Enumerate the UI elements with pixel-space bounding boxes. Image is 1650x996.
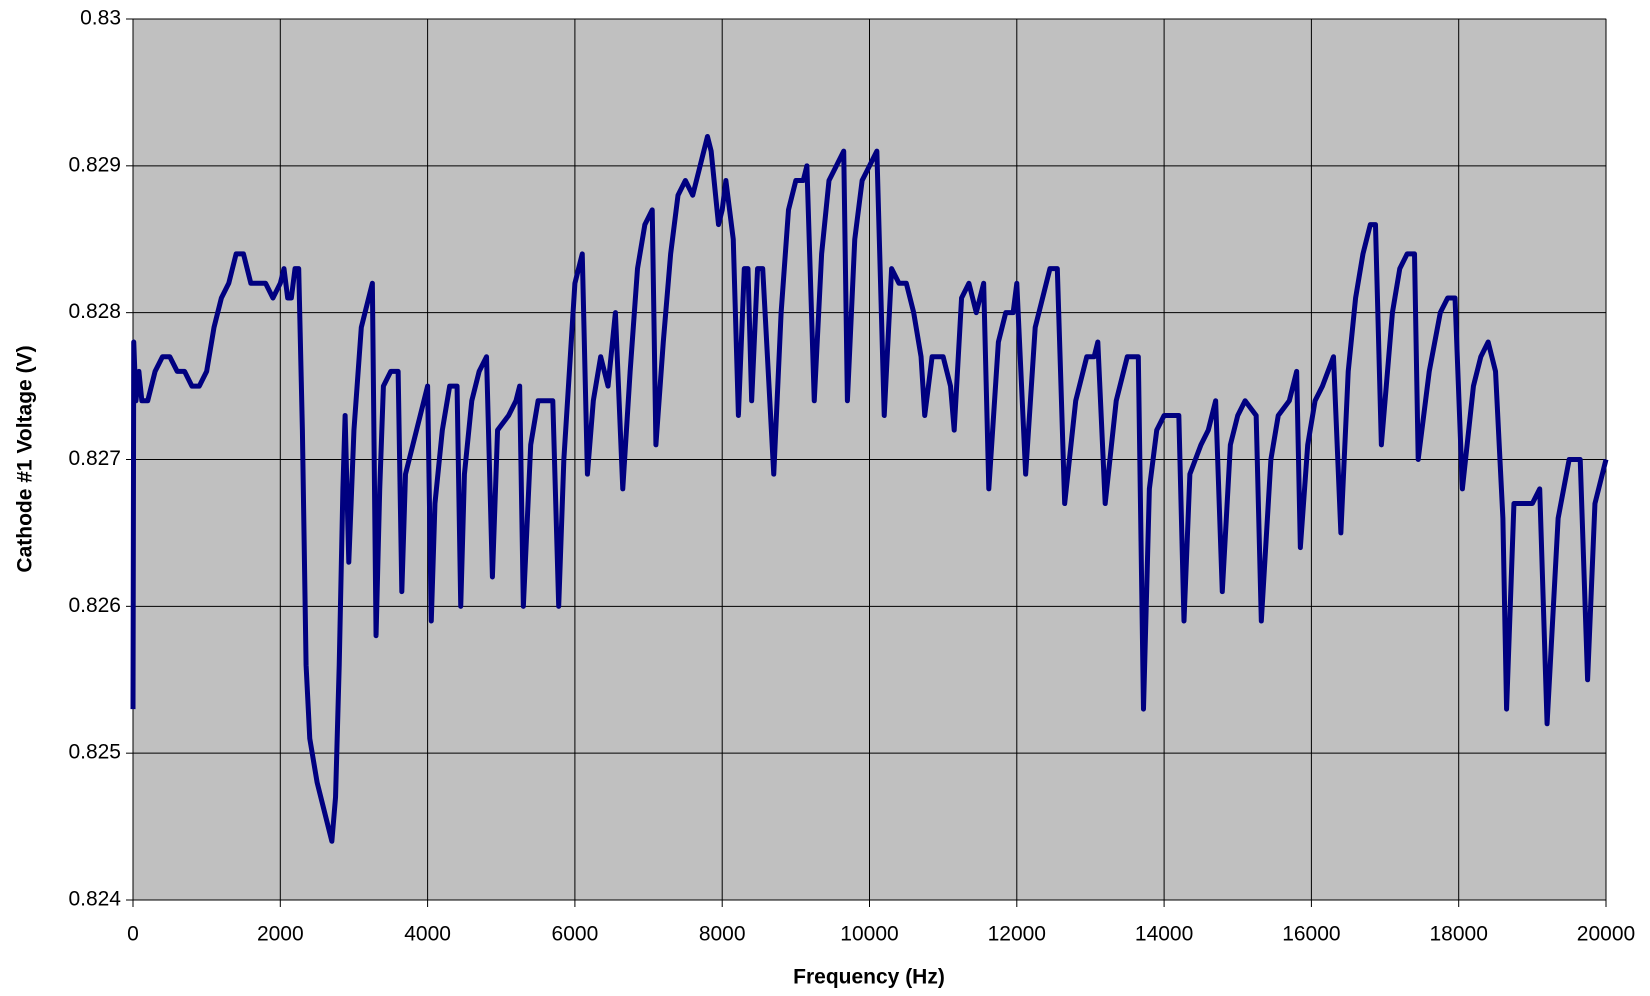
x-tick-label: 2000: [257, 923, 304, 946]
x-tick-label: 0: [127, 923, 139, 946]
x-tick-label: 16000: [1282, 923, 1340, 946]
data-line: [130, 133, 1609, 844]
x-tick-label: 10000: [840, 923, 898, 946]
y-tick-label: 0.83: [80, 7, 121, 30]
x-axis-label: Frequency (Hz): [793, 966, 945, 989]
x-tick-label: 20000: [1577, 923, 1635, 946]
y-tick-label: 0.827: [68, 447, 121, 470]
x-tick-label: 14000: [1135, 923, 1193, 946]
x-tick-label: 4000: [404, 923, 451, 946]
y-tick-label: 0.826: [68, 594, 121, 617]
x-tick-label: 8000: [699, 923, 746, 946]
x-tick-label: 18000: [1429, 923, 1487, 946]
y-tick-label: 0.825: [68, 741, 121, 764]
x-tick-label: 6000: [552, 923, 599, 946]
y-axis-label: Cathode #1 Voltage (V): [14, 345, 37, 572]
y-tick-label: 0.829: [68, 153, 121, 176]
y-tick-label: 0.828: [68, 300, 121, 323]
y-tick-label: 0.824: [68, 888, 121, 911]
x-tick-label: 12000: [988, 923, 1046, 946]
